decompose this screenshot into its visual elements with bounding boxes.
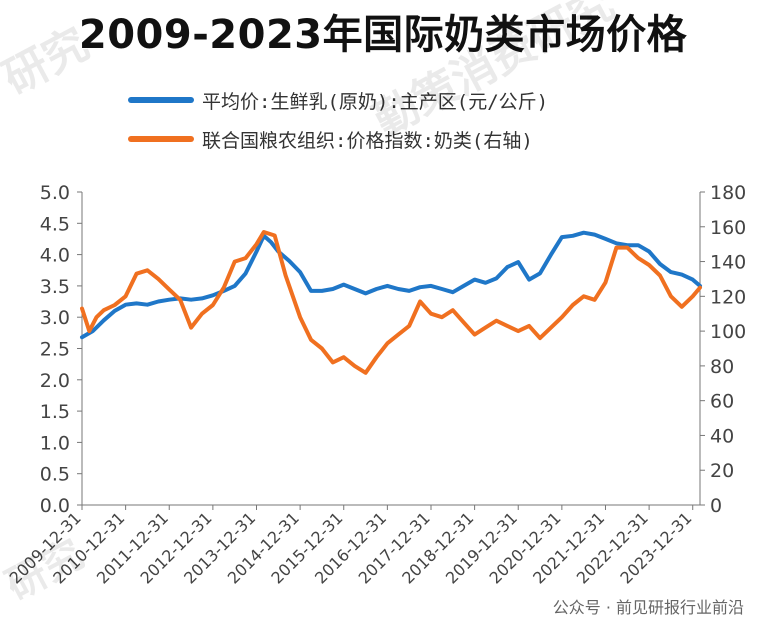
y-right-tick-label: 60 [710,391,734,413]
legend-label-series1: 平均价:生鲜乳(原奶):主产区(元/公斤) [202,90,549,113]
legend-label-series2: 联合国粮农组织:价格指数:奶类(右轴) [202,129,533,152]
legend-item-series1: 平均价:生鲜乳(原奶):主产区(元/公斤) [128,85,548,115]
y-right-tick-label: 20 [710,460,734,482]
y-right-tick-label: 160 [710,217,746,239]
legend-swatch-series1 [128,97,194,103]
y-right-tick-label: 120 [710,286,746,308]
y-left-tick-label: 3.0 [40,307,70,329]
y-left-tick-label: 4.5 [40,213,70,235]
y-right-tick-label: 140 [710,252,746,274]
chart-title: 2009-2023年国际奶类市场价格 [78,12,688,58]
y-left-tick-label: 1.0 [40,432,70,454]
y-left-tick-label: 1.5 [40,401,70,423]
y-left-tick-label: 2.0 [40,370,70,392]
source-note: 公众号 · 前见研报行业前沿 [552,598,744,617]
legend-swatch-series2 [128,136,194,142]
series-line-raw-milk-price [80,230,702,340]
y-left-tick-label: 2.5 [40,339,70,361]
y-left-tick-label: 0.5 [40,464,70,486]
y-right-tick-label: 180 [710,182,746,204]
series-line-fao-dairy-index [80,230,702,375]
y-left-tick-label: 0.0 [40,495,70,517]
y-left-tick-label: 4.0 [40,245,70,267]
y-right-tick-label: 0 [710,495,722,517]
y-right-tick-label: 80 [710,356,734,378]
y-left-tick-label: 5.0 [40,182,70,204]
legend-item-series2: 联合国粮农组织:价格指数:奶类(右轴) [128,124,533,154]
y-right-tick-label: 40 [710,425,734,447]
y-right-tick-label: 100 [710,321,746,343]
y-left-tick-label: 3.5 [40,276,70,298]
